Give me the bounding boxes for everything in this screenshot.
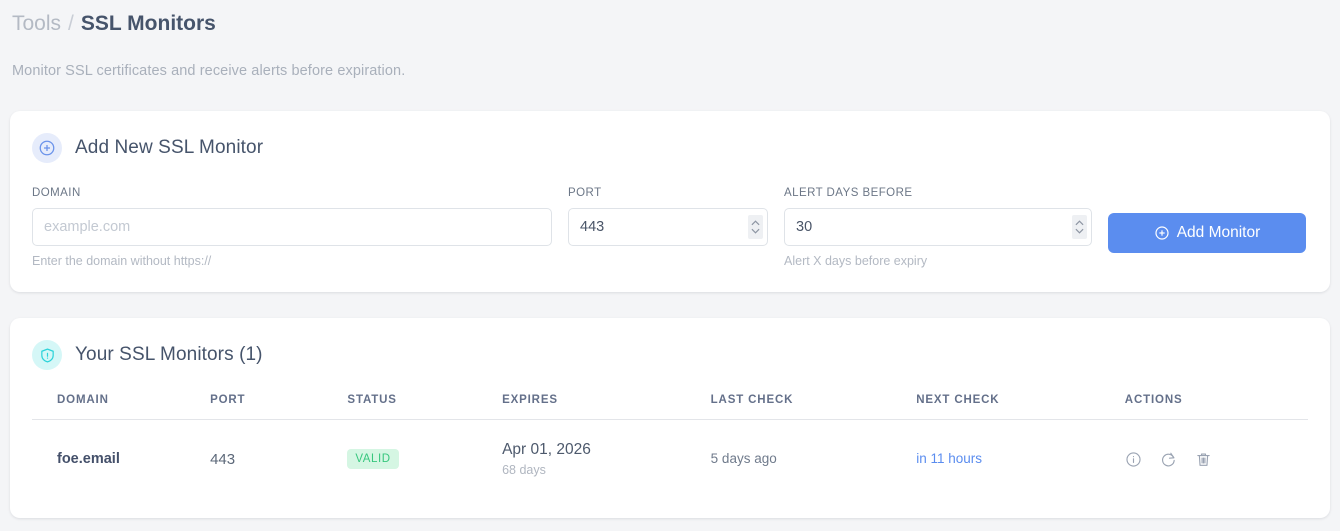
trash-icon [1197,452,1210,466]
add-monitor-card-header: Add New SSL Monitor [32,133,1308,163]
cell-actions [1125,420,1308,501]
plus-circle-icon [32,133,62,163]
alert-days-stepper[interactable] [1072,215,1087,239]
expires-days-remaining: 68 days [502,463,546,477]
column-header-status: STATUS [347,394,503,420]
column-header-next-check: NEXT CHECK [916,394,1125,420]
column-header-actions: ACTIONS [1124,394,1308,420]
alert-days-field-group: ALERT DAYS BEFORE Alert X days before ex… [784,187,1092,268]
add-monitor-button-label: Add Monitor [1176,224,1261,241]
column-header-domain: DOMAIN [32,394,211,420]
next-check-value: in 11 hours [916,451,982,466]
add-monitor-title: Add New SSL Monitor [75,137,264,158]
port-field-group: PORT [568,187,768,246]
cell-expires: Apr 01, 2026 68 days [502,420,711,501]
page-title: SSL Monitors [80,12,216,35]
expires-date: Apr 01, 2026 [502,441,591,458]
cell-last-check: 5 days ago [711,420,917,501]
column-header-last-check: LAST CHECK [710,394,917,420]
alert-days-hint: Alert X days before expiry [784,254,928,268]
page-header: Tools / SSL Monitors Monitor SSL certifi… [0,0,1340,79]
last-check-value: 5 days ago [710,451,777,466]
add-monitor-card: Add New SSL Monitor DOMAIN Enter the dom… [10,111,1330,292]
column-header-expires: EXPIRES [502,394,711,420]
table-row[interactable]: foe.email 443 VALID Apr 01, 2026 68 days… [32,420,1308,501]
monitor-port: 443 [210,450,236,468]
domain-hint: Enter the domain without https:// [32,254,212,268]
port-stepper[interactable] [748,215,763,239]
monitors-list-header: Your SSL Monitors (1) [32,340,1308,370]
info-icon [1126,451,1141,467]
cell-status: VALID [347,420,502,501]
plus-circle-icon [1155,226,1169,240]
monitors-list-title: Your SSL Monitors (1) [75,344,263,365]
port-label: PORT [568,187,602,199]
monitors-table: DOMAIN PORT STATUS EXPIRES LAST CHECK NE… [32,394,1308,500]
cell-domain: foe.email [32,420,210,501]
row-actions [1125,451,1308,468]
breadcrumb: Tools / SSL Monitors [12,10,1328,38]
monitor-domain: foe.email [57,451,120,467]
port-input[interactable] [568,208,768,246]
shield-icon [32,340,62,370]
alert-days-label: ALERT DAYS BEFORE [784,187,913,199]
alert-days-input[interactable] [784,208,1092,246]
refresh-icon [1161,452,1175,466]
breadcrumb-separator: / [68,12,74,35]
status-badge: VALID [347,449,399,469]
page-subtitle: Monitor SSL certificates and receive ale… [12,63,406,79]
delete-button[interactable] [1195,451,1212,468]
breadcrumb-parent[interactable]: Tools [12,12,62,35]
chevron-up-icon [751,220,760,226]
column-header-port: PORT [210,394,348,420]
info-button[interactable] [1125,451,1142,468]
table-header-row: DOMAIN PORT STATUS EXPIRES LAST CHECK NE… [32,394,1308,420]
cell-next-check: in 11 hours [916,420,1125,501]
monitors-list-card: Your SSL Monitors (1) DOMAIN PORT STATUS… [10,318,1330,518]
chevron-down-icon [751,228,760,234]
domain-field-group: DOMAIN Enter the domain without https:// [32,187,552,268]
domain-input[interactable] [32,208,552,246]
add-monitor-form: DOMAIN Enter the domain without https://… [32,187,1308,268]
refresh-button[interactable] [1160,451,1177,468]
cell-port: 443 [210,420,347,501]
domain-label: DOMAIN [32,187,81,199]
chevron-down-icon [1075,228,1084,234]
add-monitor-button[interactable]: Add Monitor [1108,213,1306,253]
chevron-up-icon [1075,220,1084,226]
